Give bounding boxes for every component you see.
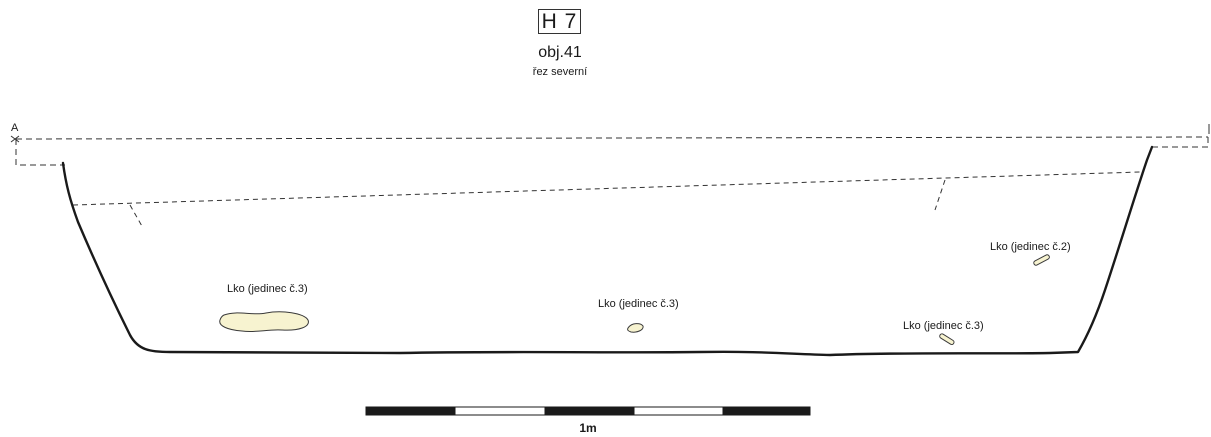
layer-tick-right [934,179,946,211]
point-a-marker [10,135,20,143]
find-label-upper-fragment: Lko (jedinec č.2) [990,241,1071,253]
pit-outline [61,145,1154,357]
layer-tick-left [129,204,144,229]
scale-segment-2 [454,406,546,416]
section-name: řez severní [532,66,588,78]
find-label-small-fragment: Lko (jedinec č.3) [598,298,679,310]
find-label-large-blob: Lko (jedinec č.3) [227,283,308,295]
scale-bar-label: 1m [579,421,597,435]
surface-line-right [1152,137,1209,148]
scale-segment-3 [544,406,635,416]
datum-line [15,136,1209,140]
point-a-label: A [11,122,19,134]
find-large-blob [219,311,309,333]
find-label-lower-fragment: Lko (jedinec č.3) [903,320,984,332]
find-small-fragment [627,323,644,333]
scale-bar [365,406,811,416]
layer-boundary-line [72,171,1141,206]
scale-segment-5 [722,406,811,416]
find-elongated-fragment-lower [939,333,955,346]
section-code-box: H 7 [538,9,581,34]
find-elongated-fragment-upper [1033,254,1050,266]
scale-segment-4 [633,406,724,416]
feature-number: obj.41 [538,44,582,61]
surface-line-left [15,139,65,166]
scale-segment-1 [365,406,456,416]
